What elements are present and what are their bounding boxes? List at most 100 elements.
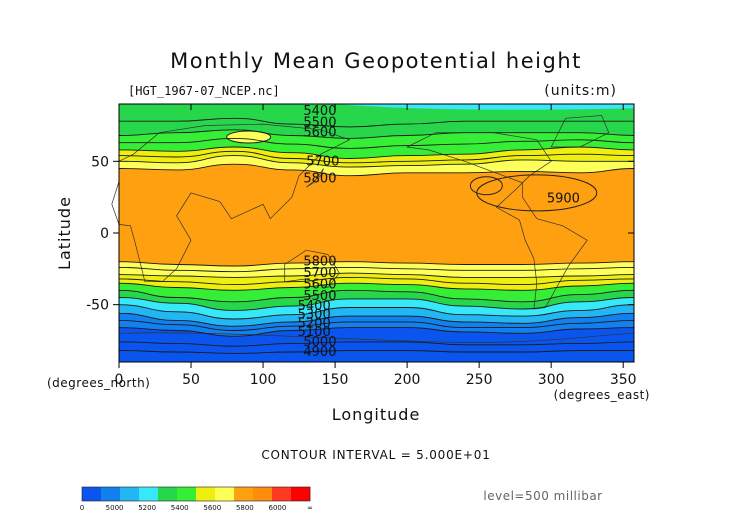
- colorbar-label: 5200: [138, 504, 156, 512]
- y-axis-ticks: -50 0 50: [86, 154, 634, 314]
- contour-line: [118, 266, 635, 273]
- x-tick-label: 350: [610, 372, 637, 388]
- contour-line: [118, 163, 635, 177]
- contour-line: [118, 319, 635, 331]
- y-axis-label: Latitude: [55, 196, 74, 270]
- x-tick-label: 100: [250, 372, 277, 388]
- x-tick-label: 200: [394, 372, 421, 388]
- colorbar: 0 5000 5200 5400 5600 5800 6000 ∞: [80, 486, 313, 512]
- contour-5900-ring: [476, 174, 598, 212]
- x-tick-label: 250: [466, 372, 493, 388]
- contour-line: [118, 272, 635, 278]
- contour-label: 5300: [298, 308, 331, 323]
- units-label: (units:m): [544, 83, 617, 99]
- coastlines: [111, 115, 635, 343]
- contour-line: [118, 129, 635, 139]
- contour-line: [119, 137, 635, 149]
- x-tick-label: 300: [538, 372, 565, 388]
- x-tick-label: 150: [322, 372, 349, 388]
- polar-cap-north: [335, 104, 634, 110]
- contour-line: [118, 327, 635, 337]
- band-below-5000-south: [119, 327, 634, 362]
- coastline-antarctica: [118, 332, 635, 343]
- contour-label: 5600: [303, 278, 336, 293]
- contour-line: [118, 261, 635, 267]
- contour-line: [118, 146, 635, 159]
- band-5500-5600-south: [119, 283, 634, 302]
- colorbar-swatch: [101, 487, 121, 501]
- colorbar-label: 6000: [269, 504, 287, 512]
- colorbar-swatch: [82, 487, 102, 501]
- colorbar-label: 5800: [236, 504, 254, 512]
- colorbar-label: 5600: [203, 504, 221, 512]
- colorbar-swatch: [215, 487, 235, 501]
- contour-line: [118, 276, 635, 286]
- x-axis-label: Longitude: [332, 405, 421, 424]
- contour-interval-text: CONTOUR INTERVAL = 5.000E+01: [261, 448, 490, 462]
- high-cell-siberia: [226, 130, 272, 144]
- colorbar-label: 5400: [171, 504, 189, 512]
- chart-title: Monthly Mean Geopotential height: [170, 49, 582, 73]
- y-unit-label: (degrees_north): [47, 376, 150, 390]
- coastline: [405, 132, 588, 310]
- contour-labels: 5400550056005700580059005800570056005500…: [298, 104, 580, 360]
- colorbar-label: ∞: [307, 504, 313, 512]
- colorbar-label: 0: [80, 504, 84, 512]
- x-axis-ticks: 0 50 100 150 200 250 300 350: [115, 104, 637, 388]
- y-tick-label: 0: [100, 226, 109, 242]
- colorbar-label: 5000: [106, 504, 124, 512]
- contour-lines: [118, 117, 635, 354]
- colorbar-swatch: [158, 487, 178, 501]
- contour-label: 5200: [298, 316, 331, 331]
- x-tick-label: 0: [115, 372, 124, 388]
- contour-label: 5500: [303, 116, 336, 131]
- y-tick-label: -50: [86, 298, 109, 314]
- contour-label: 5900: [547, 192, 580, 207]
- contour-line: [118, 282, 635, 291]
- colorbar-swatch: [177, 487, 197, 501]
- contour-label: 4900: [303, 345, 336, 360]
- x-unit-label: (degrees_east): [554, 388, 650, 402]
- contour-line: [118, 312, 635, 327]
- contour-label: 5000: [303, 335, 336, 350]
- high-pressure-cells: [226, 130, 598, 212]
- contour-label: 5800: [303, 172, 336, 187]
- contour-label: 5600: [303, 126, 336, 141]
- contour-label: 5800: [303, 255, 336, 270]
- band-5400-5500-south: [119, 290, 634, 311]
- colorbar-swatch: [234, 487, 254, 501]
- contour-line: [118, 341, 635, 347]
- contour-line: [118, 117, 634, 128]
- band-5700-5800-south: [119, 261, 634, 278]
- coastline: [284, 249, 340, 288]
- colorbar-swatch: [291, 487, 311, 501]
- contour-line: [118, 304, 635, 320]
- contour-label: 5400: [303, 104, 336, 119]
- band-5400-5500-north: [119, 104, 634, 139]
- colorbar-swatch: [196, 487, 216, 501]
- band-5300-5400-south: [119, 297, 634, 319]
- colorbar-swatch: [272, 487, 292, 501]
- x-tick-label: 50: [182, 372, 200, 388]
- contour-label: 5400: [298, 299, 331, 314]
- colorbar-swatch: [120, 487, 140, 501]
- band-5200-5300-south: [119, 304, 634, 327]
- y-tick-label: 50: [91, 154, 109, 170]
- contour-line: [118, 289, 635, 303]
- contour-line: [118, 150, 635, 164]
- coastline: [111, 123, 351, 283]
- contour-label: 5500: [303, 289, 336, 304]
- contour-line: [118, 297, 635, 311]
- contour-label: 5700: [303, 266, 336, 281]
- dataset-filename: [HGT_1967-07_NCEP.nc]: [128, 84, 280, 98]
- colorbar-frame: [81, 486, 311, 502]
- high-cell-pacific: [469, 176, 503, 196]
- coastline: [306, 168, 324, 188]
- level-text: level=500 millibar: [483, 489, 602, 503]
- colorbar-swatch: [253, 487, 273, 501]
- contour-label: 5700: [306, 154, 339, 169]
- contour-line: [118, 350, 634, 354]
- contour-line: [118, 155, 634, 168]
- contour-label: 5100: [298, 325, 331, 340]
